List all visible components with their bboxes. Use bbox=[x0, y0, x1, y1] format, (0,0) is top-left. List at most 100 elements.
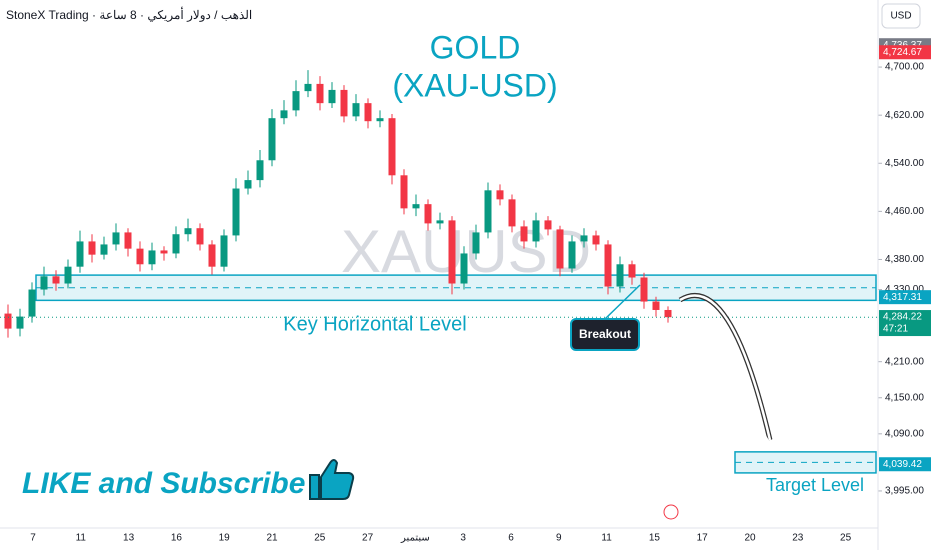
candle-body bbox=[412, 204, 420, 209]
candle-body bbox=[64, 266, 72, 284]
candle-body bbox=[352, 103, 360, 117]
candle-body bbox=[664, 309, 672, 318]
currency-box[interactable] bbox=[881, 3, 921, 29]
candle-body bbox=[124, 232, 132, 249]
candle-body bbox=[448, 220, 456, 284]
y-tick-label: 4,210.00 bbox=[885, 356, 924, 367]
x-tick-label: 3 bbox=[460, 533, 466, 544]
candle-body bbox=[388, 118, 396, 176]
candle-body bbox=[88, 241, 96, 255]
arrow-head bbox=[758, 427, 784, 448]
candle-body bbox=[232, 188, 240, 236]
target-label: Target Level bbox=[766, 475, 864, 495]
candle-body bbox=[196, 228, 204, 245]
candle-body bbox=[304, 83, 312, 92]
chart-title: GOLD bbox=[430, 29, 521, 65]
x-tick-label: 17 bbox=[697, 533, 709, 544]
y-tick-label: 4,700.00 bbox=[885, 62, 924, 73]
candle-body bbox=[136, 248, 144, 265]
candle-body bbox=[268, 118, 276, 161]
candle-body bbox=[160, 250, 168, 254]
x-tick-label: 15 bbox=[649, 533, 661, 544]
candle-body bbox=[400, 175, 408, 209]
y-tick-label: 4,330.00 bbox=[885, 284, 924, 295]
y-tick-label: 4,540.00 bbox=[885, 158, 924, 169]
candle-body bbox=[328, 89, 336, 104]
y-tick-label: 3,995.00 bbox=[885, 486, 924, 497]
candle-body bbox=[532, 220, 540, 242]
x-tick-label: 13 bbox=[123, 533, 135, 544]
x-tick-label: 16 bbox=[171, 533, 183, 544]
candle-body bbox=[4, 313, 12, 329]
candle-body bbox=[484, 190, 492, 233]
price-tag bbox=[879, 457, 931, 472]
price-tag-label: 4,317.31 bbox=[883, 292, 922, 303]
breakout-label: Breakout bbox=[579, 327, 631, 341]
candle-body bbox=[496, 190, 504, 200]
candle-body bbox=[16, 316, 24, 329]
candle-body bbox=[112, 232, 120, 245]
candle-body bbox=[256, 160, 264, 181]
x-tick-label: 11 bbox=[76, 533, 87, 544]
price-tag bbox=[879, 45, 931, 60]
candle-body bbox=[184, 228, 192, 235]
candle-body bbox=[172, 234, 180, 254]
candle-body bbox=[628, 264, 636, 278]
candle-body bbox=[520, 226, 528, 242]
countdown: 47:21 bbox=[883, 324, 908, 335]
y-tick-label: 4,460.00 bbox=[885, 206, 924, 217]
cta-label: LIKE and Subscribe bbox=[22, 467, 305, 500]
price-tag-label: 4,039.42 bbox=[883, 459, 922, 470]
candle-body bbox=[616, 264, 624, 287]
candle-body bbox=[640, 277, 648, 302]
thumbs-up-icon bbox=[309, 459, 355, 500]
x-tick-label: 25 bbox=[840, 533, 852, 544]
x-tick-label: 25 bbox=[314, 533, 326, 544]
x-tick-label: 6 bbox=[508, 533, 514, 544]
candle-body bbox=[52, 276, 60, 284]
candle-body bbox=[100, 244, 108, 255]
x-tick-label: 27 bbox=[362, 533, 374, 544]
candle-body bbox=[28, 289, 36, 317]
candle-body bbox=[652, 301, 660, 310]
candle-body bbox=[376, 118, 384, 122]
candle-body bbox=[364, 103, 372, 122]
event-icon[interactable] bbox=[663, 504, 679, 520]
candle-body bbox=[280, 110, 288, 119]
currency[interactable]: USD bbox=[890, 11, 911, 22]
y-tick-label: 4,090.00 bbox=[885, 428, 924, 439]
x-tick-label: 19 bbox=[219, 533, 231, 544]
candle-body bbox=[220, 235, 228, 267]
candle-body bbox=[76, 241, 84, 267]
candle-body bbox=[148, 250, 156, 265]
x-tick-label: 9 bbox=[556, 533, 562, 544]
header: StoneX Trading · الذهب / دولار أمريكي · … bbox=[6, 7, 252, 22]
y-tick-label: 4,150.00 bbox=[885, 392, 924, 403]
candle-body bbox=[568, 241, 576, 269]
price-tag-label: 4,724.67 bbox=[883, 47, 922, 58]
key-level-label: Key Horizontal Level bbox=[283, 313, 466, 335]
candle-body bbox=[604, 244, 612, 287]
candle-body bbox=[316, 83, 324, 104]
chart-subtitle: (XAU-USD) bbox=[392, 67, 557, 103]
price-tag bbox=[879, 310, 931, 337]
x-tick-label: سبتمبر bbox=[400, 533, 430, 544]
candle-body bbox=[544, 220, 552, 230]
x-tick-label: 20 bbox=[744, 533, 756, 544]
breakout-pointer bbox=[604, 284, 641, 320]
candle-body bbox=[472, 232, 480, 254]
candle-body bbox=[592, 235, 600, 245]
candle-body bbox=[208, 244, 216, 267]
arrow bbox=[679, 294, 772, 441]
plot: 4,700.00 4,620.00 4,540.00 4,460.00 4,380.00… bbox=[0, 38, 931, 544]
candle-body bbox=[580, 235, 588, 242]
candle-body bbox=[556, 229, 564, 269]
candle-body bbox=[292, 91, 300, 111]
x-tick-label: 11 bbox=[601, 533, 612, 544]
y-tick-label: 4,620.00 bbox=[885, 110, 924, 121]
candle-body bbox=[340, 89, 348, 117]
candle-body bbox=[508, 199, 516, 227]
candle-body bbox=[424, 204, 432, 224]
